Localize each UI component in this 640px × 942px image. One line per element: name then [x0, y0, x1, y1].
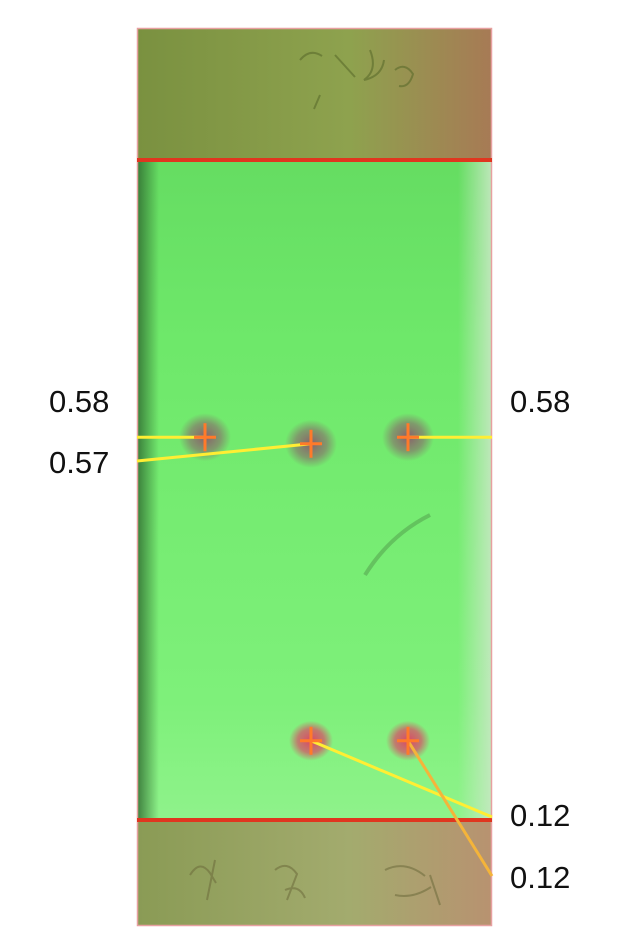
leader-line-4	[406, 740, 494, 877]
plate-top-cap	[137, 28, 492, 161]
handwriting-top	[299, 49, 415, 110]
handwriting-bottom	[189, 859, 441, 906]
leader-line-3	[310, 739, 493, 819]
spot-marker-0	[194, 423, 216, 452]
spot-marker-1	[300, 429, 322, 458]
plate-right-edge-highlight	[458, 161, 492, 820]
plate-left-edge-shade	[137, 161, 159, 820]
rf-label-lane1-upper: 0.58	[49, 384, 110, 419]
rf-label-lane2-upper: 0.57	[49, 445, 110, 480]
plate-background	[137, 28, 492, 926]
spots-layer	[136, 413, 494, 877]
spot-marker-3	[300, 726, 322, 755]
spot-marker-4	[397, 726, 419, 755]
rf-label-lane2-lower: 0.12	[510, 798, 571, 833]
rf-label-lane3-upper: 0.58	[510, 384, 571, 419]
faint-streak	[363, 513, 431, 577]
plate-outline	[136, 27, 493, 927]
spot-marker-2	[397, 423, 419, 452]
leader-line-1	[136, 442, 312, 463]
plate-bottom-cap	[137, 820, 492, 926]
rf-label-lane3-lower: 0.12	[510, 860, 571, 895]
tlc-plate	[136, 27, 493, 927]
